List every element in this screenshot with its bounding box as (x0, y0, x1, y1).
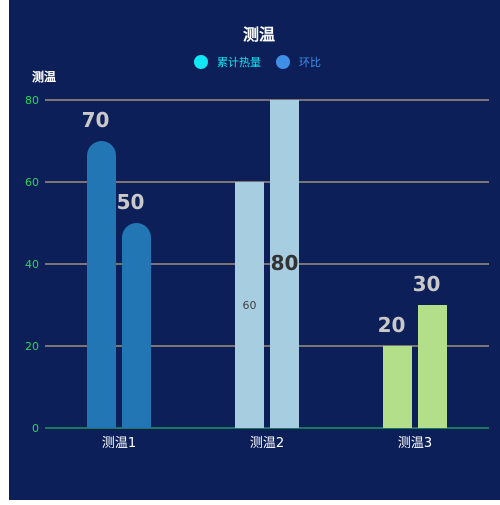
data-label: 70 (82, 108, 110, 132)
y-axis-label: 测温 (32, 69, 56, 84)
bar-ratio (270, 100, 299, 428)
chart-title: 测温 (243, 25, 275, 44)
y-tick-label: 40 (25, 258, 39, 271)
y-tick-label: 60 (25, 176, 39, 189)
x-tick-label: 测温2 (250, 436, 284, 451)
bar-ratio (418, 305, 447, 428)
data-label: 80 (271, 251, 299, 275)
legend-marker (194, 55, 208, 69)
y-tick-label: 0 (32, 422, 39, 435)
data-label: 50 (117, 190, 145, 214)
x-tick-label: 测温1 (102, 436, 136, 451)
data-label: 20 (378, 313, 406, 337)
legend-label: 累计热量 (217, 56, 261, 69)
y-tick-label: 80 (25, 94, 39, 107)
data-label: 60 (243, 299, 257, 312)
bar-cumulative-heat (235, 182, 264, 428)
y-tick-label: 20 (25, 340, 39, 353)
legend-label: 环比 (299, 56, 321, 69)
bar-cumulative-heat (87, 141, 116, 428)
x-tick-label: 测温3 (398, 436, 432, 451)
bar-ratio (122, 223, 151, 428)
chart-panel: 测温 累计热量 环比 测温 0 20 40 60 80 70 50 测温1 60 80 测温2 20 30 测温3 (8, 0, 500, 500)
data-label: 30 (413, 272, 441, 296)
bar-cumulative-heat (383, 346, 412, 428)
legend-marker (276, 55, 290, 69)
